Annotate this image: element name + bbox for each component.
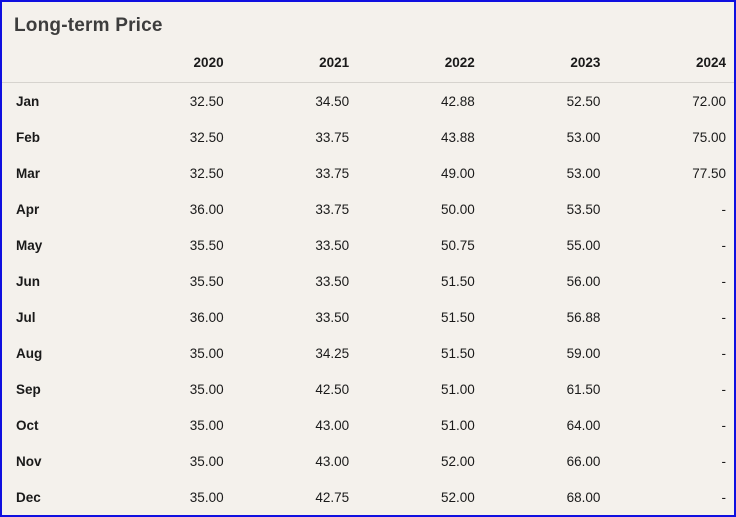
price-cell: 33.50 <box>315 309 350 325</box>
month-label: Mar <box>16 165 41 181</box>
panel-title: Long-term Price <box>14 15 163 36</box>
year-column-header-2022: 2022 <box>357 46 483 83</box>
table-row: Sep 35.00 42.50 51.00 61.50 - <box>2 371 734 407</box>
year-column-header-2023: 2023 <box>482 46 609 83</box>
price-cell: 43.88 <box>440 129 475 145</box>
price-cell: - <box>721 237 727 253</box>
price-cell: 34.50 <box>315 93 350 109</box>
price-cell: - <box>721 453 727 469</box>
price-cell: - <box>721 381 727 397</box>
table-header-row: 2020 2021 2022 2023 2024 <box>2 46 734 83</box>
table-row: Jul 36.00 33.50 51.50 56.88 - <box>2 299 734 335</box>
price-cell: 75.00 <box>692 129 726 145</box>
month-label: Apr <box>16 201 40 217</box>
month-label: Aug <box>16 345 43 361</box>
price-cell: - <box>721 201 727 217</box>
table-row: Nov 35.00 43.00 52.00 66.00 - <box>2 443 734 479</box>
price-cell: 34.25 <box>315 345 350 361</box>
price-cell: 53.00 <box>566 165 601 181</box>
month-label: May <box>16 237 43 253</box>
price-cell: 52.00 <box>440 489 475 505</box>
table-row: Jun 35.50 33.50 51.50 56.00 - <box>2 263 734 299</box>
price-cell: 32.50 <box>189 93 224 109</box>
price-table-body: Jan 32.50 34.50 42.88 52.50 72.00 Feb 32… <box>2 83 734 516</box>
year-column-header-2024: 2024 <box>608 46 734 83</box>
price-cell: 35.50 <box>189 237 224 253</box>
month-label: Sep <box>16 381 41 397</box>
price-cell: 42.75 <box>315 489 350 505</box>
table-row: Dec 35.00 42.75 52.00 68.00 - <box>2 479 734 515</box>
table-row: Apr 36.00 33.75 50.00 53.50 - <box>2 191 734 227</box>
table-row: Aug 35.00 34.25 51.50 59.00 - <box>2 335 734 371</box>
price-cell: 42.50 <box>315 381 350 397</box>
price-cell: 33.50 <box>315 273 350 289</box>
price-cell: 51.00 <box>440 381 475 397</box>
price-cell: 51.50 <box>440 309 475 325</box>
price-cell: 36.00 <box>189 309 224 325</box>
price-cell: - <box>721 309 727 325</box>
price-cell: 61.50 <box>566 381 601 397</box>
price-cell: 36.00 <box>189 201 224 217</box>
table-row: Mar 32.50 33.75 49.00 53.00 77.50 <box>2 155 734 191</box>
price-cell: 50.75 <box>440 237 475 253</box>
table-row: Jan 32.50 34.50 42.88 52.50 72.00 <box>2 83 734 120</box>
month-label: Jun <box>16 273 41 289</box>
price-cell: 42.88 <box>440 93 475 109</box>
price-cell: 64.00 <box>566 417 601 433</box>
price-cell: 51.50 <box>440 273 475 289</box>
year-column-header-2020: 2020 <box>106 46 232 83</box>
price-cell: 49.00 <box>440 165 475 181</box>
price-cell: 59.00 <box>566 345 601 361</box>
price-cell: - <box>721 489 727 505</box>
month-label: Feb <box>16 129 41 145</box>
price-cell: 35.00 <box>189 453 224 469</box>
price-cell: - <box>721 417 727 433</box>
price-cell: 32.50 <box>189 165 224 181</box>
year-column-header-2021: 2021 <box>231 46 358 83</box>
price-cell: 68.00 <box>566 489 601 505</box>
month-label: Jul <box>16 309 36 325</box>
price-cell: 43.00 <box>315 453 350 469</box>
price-table: 2020 2021 2022 2023 2024 Jan 32.50 34.50… <box>2 46 734 515</box>
table-row: Oct 35.00 43.00 51.00 64.00 - <box>2 407 734 443</box>
month-label: Nov <box>16 453 42 469</box>
month-label: Dec <box>16 489 41 505</box>
price-cell: 66.00 <box>566 453 601 469</box>
price-cell: - <box>721 345 727 361</box>
month-label: Jan <box>16 93 40 109</box>
price-cell: 35.00 <box>189 345 224 361</box>
price-cell: 51.50 <box>440 345 475 361</box>
price-cell: 56.88 <box>566 309 601 325</box>
price-cell: 51.00 <box>440 417 475 433</box>
price-cell: 55.00 <box>566 237 601 253</box>
price-cell: 77.50 <box>692 165 726 181</box>
month-label: Oct <box>16 417 39 433</box>
price-cell: 33.50 <box>315 237 350 253</box>
price-cell: 33.75 <box>315 129 350 145</box>
price-cell: 52.50 <box>566 93 601 109</box>
price-cell: 35.00 <box>189 417 224 433</box>
price-cell: 72.00 <box>692 93 726 109</box>
price-cell: 35.00 <box>189 381 224 397</box>
table-row: Feb 32.50 33.75 43.88 53.00 75.00 <box>2 119 734 155</box>
price-cell: 33.75 <box>315 201 350 217</box>
price-cell: 53.50 <box>566 201 601 217</box>
price-cell: 53.00 <box>566 129 601 145</box>
price-cell: 35.00 <box>189 489 224 505</box>
month-column-header <box>2 46 106 83</box>
price-cell: 50.00 <box>440 201 475 217</box>
price-cell: 33.75 <box>315 165 350 181</box>
price-cell: 43.00 <box>315 417 350 433</box>
price-cell: 56.00 <box>566 273 601 289</box>
price-cell: - <box>721 273 727 289</box>
price-cell: 52.00 <box>440 453 475 469</box>
price-cell: 35.50 <box>189 273 224 289</box>
price-cell: 32.50 <box>189 129 224 145</box>
table-row: May 35.50 33.50 50.75 55.00 - <box>2 227 734 263</box>
